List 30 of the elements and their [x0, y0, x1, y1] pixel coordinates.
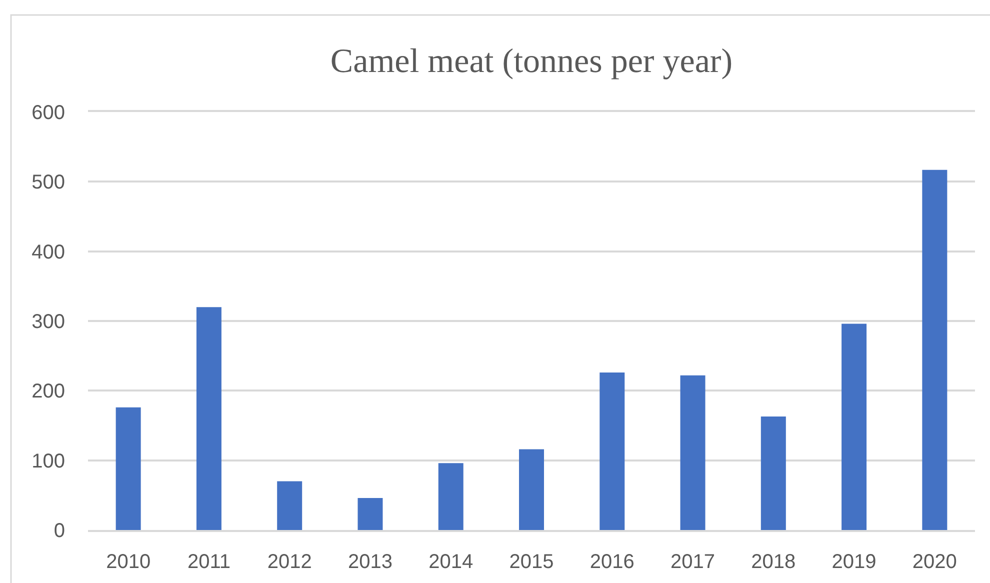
x-tick-label: 2016 — [590, 550, 634, 573]
bar — [196, 307, 222, 530]
y-tick-label: 100 — [32, 450, 65, 472]
y-tick-label: 400 — [32, 241, 65, 264]
x-tick-label: 2017 — [670, 550, 716, 573]
x-tick-label: 2018 — [751, 550, 796, 573]
bar — [600, 372, 625, 530]
x-tick-label: 2011 — [187, 550, 230, 573]
bar — [438, 463, 464, 530]
x-tick-label: 2020 — [912, 550, 957, 573]
bar — [358, 498, 383, 530]
chart-title: Camel meat (tonnes per year) — [330, 42, 733, 80]
bar — [922, 170, 948, 530]
bar — [760, 416, 786, 530]
bar — [277, 481, 302, 530]
y-tick-label: 300 — [32, 311, 65, 333]
x-tick-label: 2019 — [832, 550, 876, 573]
x-tick-label: 2013 — [348, 550, 392, 573]
bar — [519, 449, 544, 530]
bar — [116, 407, 141, 530]
x-tick-label: 2012 — [267, 550, 312, 573]
y-tick-label: 200 — [32, 380, 65, 403]
x-tick-label: 2014 — [428, 550, 474, 573]
bar — [842, 324, 867, 530]
y-tick-label: 500 — [32, 172, 65, 194]
bar — [680, 375, 706, 530]
x-tick-label: 2010 — [106, 550, 151, 573]
y-tick-label: 0 — [54, 520, 65, 542]
x-tick-label: 2015 — [509, 550, 554, 573]
y-tick-label: 600 — [32, 102, 65, 124]
